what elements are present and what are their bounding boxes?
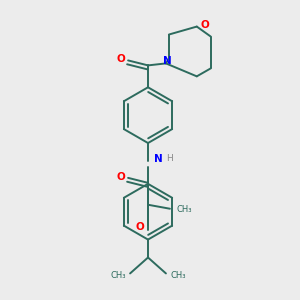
Text: N: N [154, 154, 162, 164]
Text: O: O [200, 20, 209, 30]
Text: H: H [167, 154, 173, 164]
Text: O: O [136, 222, 144, 232]
Text: CH₃: CH₃ [110, 271, 126, 280]
Text: O: O [117, 172, 125, 182]
Text: N: N [163, 56, 171, 66]
Text: O: O [117, 54, 125, 64]
Text: CH₃: CH₃ [170, 271, 186, 280]
Text: CH₃: CH₃ [176, 205, 192, 214]
